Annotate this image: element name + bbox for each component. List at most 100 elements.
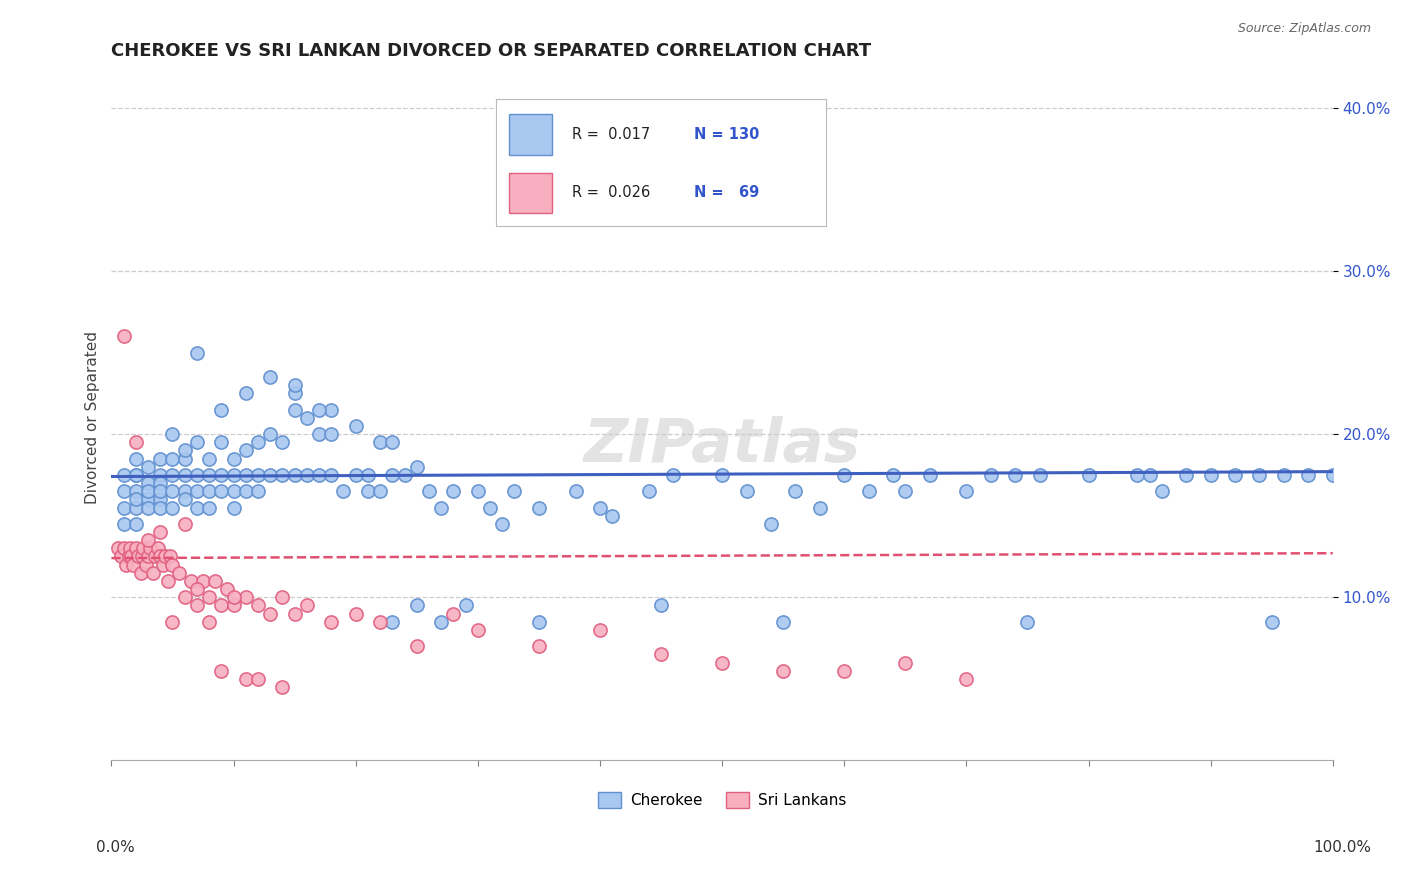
Point (186, 500, 208, 515)
Point (209, 435, 232, 450)
Point (125, 492, 148, 507)
Point (527, 500, 550, 515)
Point (142, 566, 165, 580)
Point (321, 615, 343, 629)
Point (259, 427, 281, 442)
Point (344, 607, 367, 621)
Point (186, 599, 208, 613)
Point (198, 615, 221, 629)
Point (162, 484, 184, 499)
Point (527, 615, 550, 629)
Point (772, 664, 794, 678)
Point (479, 500, 502, 515)
Point (381, 435, 404, 450)
Point (832, 467, 855, 482)
Point (149, 484, 172, 499)
Point (246, 467, 269, 482)
Point (162, 451, 184, 466)
Point (284, 467, 307, 482)
Point (136, 459, 159, 474)
Point (209, 664, 232, 678)
Point (295, 599, 318, 613)
Point (430, 615, 453, 629)
Text: CHEROKEE VS SRI LANKAN DIVORCED OR SEPARATED CORRELATION CHART: CHEROKEE VS SRI LANKAN DIVORCED OR SEPAR… (111, 42, 872, 60)
Point (217, 582, 239, 596)
Point (222, 591, 245, 605)
Point (394, 467, 416, 482)
Point (357, 484, 380, 499)
Point (1199, 467, 1222, 482)
Point (284, 607, 307, 621)
Point (259, 370, 281, 384)
Point (589, 623, 612, 637)
Point (156, 574, 179, 588)
Point (162, 467, 184, 482)
Point (832, 664, 855, 678)
Point (246, 484, 269, 499)
Point (368, 435, 391, 450)
Point (115, 558, 138, 572)
Point (198, 591, 221, 605)
Point (209, 484, 232, 499)
Point (222, 467, 245, 482)
Point (271, 467, 294, 482)
Point (1028, 467, 1050, 482)
Point (149, 492, 172, 507)
Point (368, 615, 391, 629)
Point (259, 467, 281, 482)
Point (332, 484, 354, 499)
Point (858, 484, 880, 499)
Point (772, 615, 794, 629)
Point (441, 484, 464, 499)
Point (149, 476, 172, 491)
Point (209, 467, 232, 482)
Point (139, 541, 162, 556)
Point (209, 599, 232, 613)
Point (125, 500, 148, 515)
Point (321, 427, 343, 442)
Point (894, 484, 917, 499)
Point (209, 402, 232, 417)
Text: Source: ZipAtlas.com: Source: ZipAtlas.com (1237, 22, 1371, 36)
Point (136, 476, 159, 491)
Point (1298, 467, 1320, 482)
Point (112, 541, 135, 556)
Point (894, 656, 917, 670)
Point (136, 549, 159, 564)
Point (198, 500, 221, 515)
Y-axis label: Divorced or Separated: Divorced or Separated (86, 331, 100, 504)
Point (129, 566, 152, 580)
Point (173, 516, 195, 531)
Point (454, 599, 477, 613)
Point (246, 599, 269, 613)
Point (321, 402, 343, 417)
Point (441, 607, 464, 621)
Point (112, 500, 135, 515)
Point (149, 549, 172, 564)
Point (173, 443, 195, 458)
Point (1175, 467, 1198, 482)
Point (295, 410, 318, 425)
Text: 100.0%: 100.0% (1313, 840, 1372, 855)
Point (381, 467, 404, 482)
Point (284, 386, 307, 401)
Point (650, 648, 672, 662)
Point (222, 484, 245, 499)
Point (235, 591, 257, 605)
Point (173, 492, 195, 507)
Point (735, 484, 758, 499)
Point (308, 427, 330, 442)
Point (222, 599, 245, 613)
Point (127, 549, 149, 564)
Point (662, 467, 685, 482)
Point (503, 484, 526, 499)
Point (1126, 467, 1149, 482)
Point (173, 484, 195, 499)
Point (120, 549, 142, 564)
Point (1017, 615, 1039, 629)
Point (125, 467, 148, 482)
Point (271, 591, 294, 605)
Point (808, 500, 831, 515)
Point (112, 484, 135, 499)
Point (125, 467, 148, 482)
